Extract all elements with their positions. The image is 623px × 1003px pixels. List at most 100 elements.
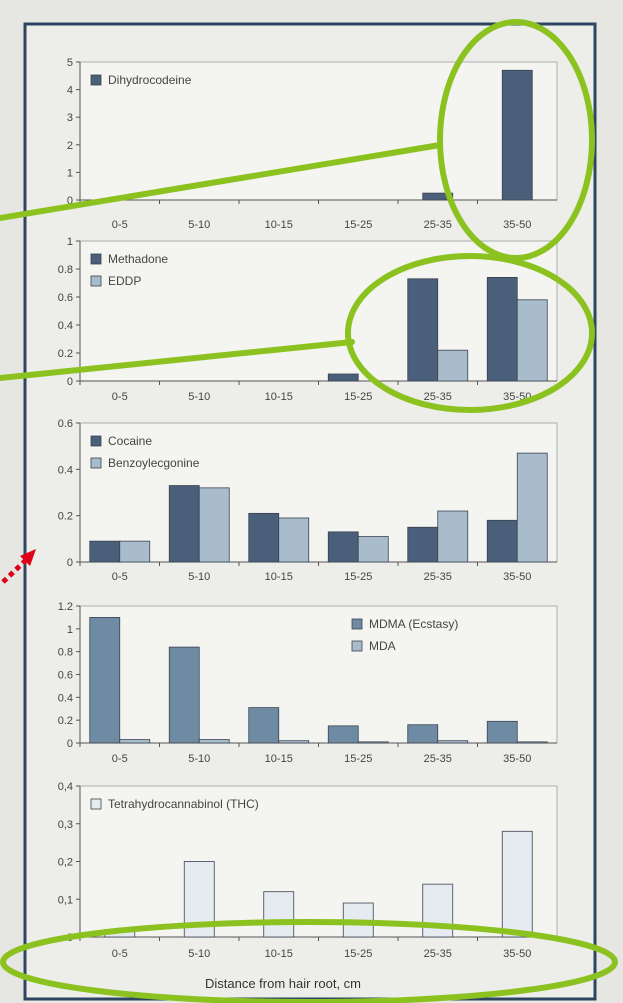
x-tick-label: 15-25 [344, 219, 372, 231]
bar-methadone-15-25 [327, 373, 359, 382]
x-tick-label: 15-25 [344, 571, 372, 583]
legend-swatch [90, 798, 102, 810]
chart-panel-4: 0 0.2 0.4 0.6 0.8 1 1.2 0-5 5-10 10-15 15-25 25-35 3… [58, 601, 558, 765]
x-tick-label: 5-10 [188, 948, 210, 960]
x-tick-label: 25-35 [424, 391, 452, 403]
plot-area [79, 61, 558, 201]
plot-area [79, 240, 558, 382]
bar-dihydrocodeine-25-35 [422, 192, 454, 201]
legend-entry: Benzoylecgonine [108, 456, 200, 470]
chart-panel-5: 00,10,20,30,40-5 5-10 10-15 15-25 25-35 35-50… [58, 781, 558, 960]
x-tick-label: 5-10 [188, 753, 210, 765]
bar-mda-5-10 [198, 739, 230, 744]
x-tick-label: 0-5 [112, 948, 128, 960]
x-tick-label: 0-5 [112, 391, 128, 403]
y-tick-label: 0,3 [58, 819, 73, 831]
legend-swatch [90, 275, 102, 287]
y-tick-label: 0,2 [58, 857, 73, 869]
bar-cocaine-15-25 [327, 531, 359, 563]
red-arrow-head [20, 549, 36, 566]
legend-entry: Dihydrocodeine [108, 73, 192, 87]
bar-cocaine-35-50 [486, 519, 518, 563]
plot-area [79, 605, 558, 744]
y-tick-label: 0 [67, 195, 73, 207]
bar-mda-0-5 [119, 739, 151, 744]
y-tick-label: 0.2 [58, 715, 73, 727]
y-tick-label: 0.8 [58, 647, 73, 659]
highlight-ellipse-x-axis [0, 919, 618, 1003]
bar-cocaine-0-5 [89, 540, 121, 563]
bar-cocaine-5-10 [168, 485, 200, 563]
legend: Methadone EDDP [90, 252, 168, 288]
bar-mda-35-50 [516, 741, 548, 744]
bar-mdma-ecstasy-15-25 [327, 725, 359, 744]
y-tick-label: 0,1 [58, 894, 73, 906]
x-tick-label: 10-15 [265, 948, 293, 960]
y-tick-label: 0.2 [58, 348, 73, 360]
x-tick-label: 0-5 [112, 571, 128, 583]
bar-cocaine-25-35 [407, 526, 439, 563]
bar-mdma-ecstasy-25-35 [407, 724, 439, 744]
x-tick-label: 5-10 [188, 571, 210, 583]
legend: Cocaine Benzoylecgonine [90, 434, 200, 470]
x-tick-label: 25-35 [424, 219, 452, 231]
y-tick-label: 2 [67, 140, 73, 152]
legend-swatch [90, 253, 102, 265]
bar-eddp-35-50 [516, 299, 548, 382]
bar-benzoylecgonine-5-10 [198, 487, 230, 563]
plot-area [79, 785, 558, 938]
highlight-ellipse-methadone [345, 253, 595, 413]
bar-mda-15-25 [357, 741, 389, 744]
chart-panel-1: 0 1 2 3 4 5 0-5 5-10 10-15 15-25 25-35 35-50 Dihydro… [67, 57, 558, 231]
legend: Dihydrocodeine [90, 73, 192, 87]
legend: MDMA (Ecstasy) MDA [351, 617, 458, 653]
x-tick-label: 15-25 [344, 391, 372, 403]
legend-entry: MDA [369, 639, 396, 653]
legend-entry: Methadone [108, 252, 168, 266]
highlight-ellipse-dihydrocodeine [437, 19, 595, 261]
legend-swatch [90, 74, 102, 86]
y-tick-label: 0.6 [58, 292, 73, 304]
chart-panel-2: 00.20.40.60.810-5 5-10 10-15 15-25 25-35 35-5… [58, 236, 558, 403]
x-tick-label: 0-5 [112, 219, 128, 231]
bar-benzoylecgonine-10-15 [278, 517, 310, 563]
y-tick-label: 1 [67, 624, 73, 636]
x-tick-label: 15-25 [344, 948, 372, 960]
x-tick-label: 0-5 [112, 753, 128, 765]
y-tick-label: 1.2 [58, 601, 73, 613]
bar-benzoylecgonine-15-25 [357, 536, 389, 563]
y-tick-label: 1 [67, 236, 73, 248]
x-tick-label: 35-50 [503, 948, 531, 960]
x-tick-label: 5-10 [188, 219, 210, 231]
bar-benzoylecgonine-0-5 [119, 540, 151, 563]
x-tick-label: 25-35 [424, 948, 452, 960]
x-tick-label: 10-15 [265, 219, 293, 231]
bar-methadone-35-50 [486, 276, 518, 382]
y-tick-label: 0.2 [58, 511, 73, 523]
legend-entry: EDDP [108, 274, 141, 288]
bar-dihydrocodeine-35-50 [501, 69, 533, 201]
y-tick-label: 0.8 [58, 264, 73, 276]
annotations [0, 19, 618, 1003]
y-tick-label: 4 [67, 85, 73, 97]
y-tick-label: 0,4 [58, 781, 73, 793]
pointer-line-methadone [0, 339, 355, 381]
legend-swatch [351, 618, 363, 630]
bar-mdma-ecstasy-0-5 [89, 617, 121, 744]
x-tick-label: 35-50 [503, 571, 531, 583]
x-tick-label: 10-15 [265, 571, 293, 583]
bar-tetrahydrocannabinol-thc-35-50 [501, 830, 533, 938]
y-tick-label: 1 [67, 167, 73, 179]
y-tick-label: 5 [67, 57, 73, 69]
bar-benzoylecgonine-35-50 [516, 452, 548, 563]
x-tick-label: 10-15 [265, 391, 293, 403]
legend-swatch [90, 435, 102, 447]
bar-benzoylecgonine-25-35 [437, 510, 469, 563]
legend-entry: Cocaine [108, 434, 152, 448]
legend-swatch [351, 640, 363, 652]
chart-panels: 0 1 2 3 4 5 0-5 5-10 10-15 15-25 25-35 35-50 Dihydro… [58, 57, 558, 960]
bar-cocaine-10-15 [248, 512, 280, 563]
y-tick-label: 0.4 [58, 692, 73, 704]
